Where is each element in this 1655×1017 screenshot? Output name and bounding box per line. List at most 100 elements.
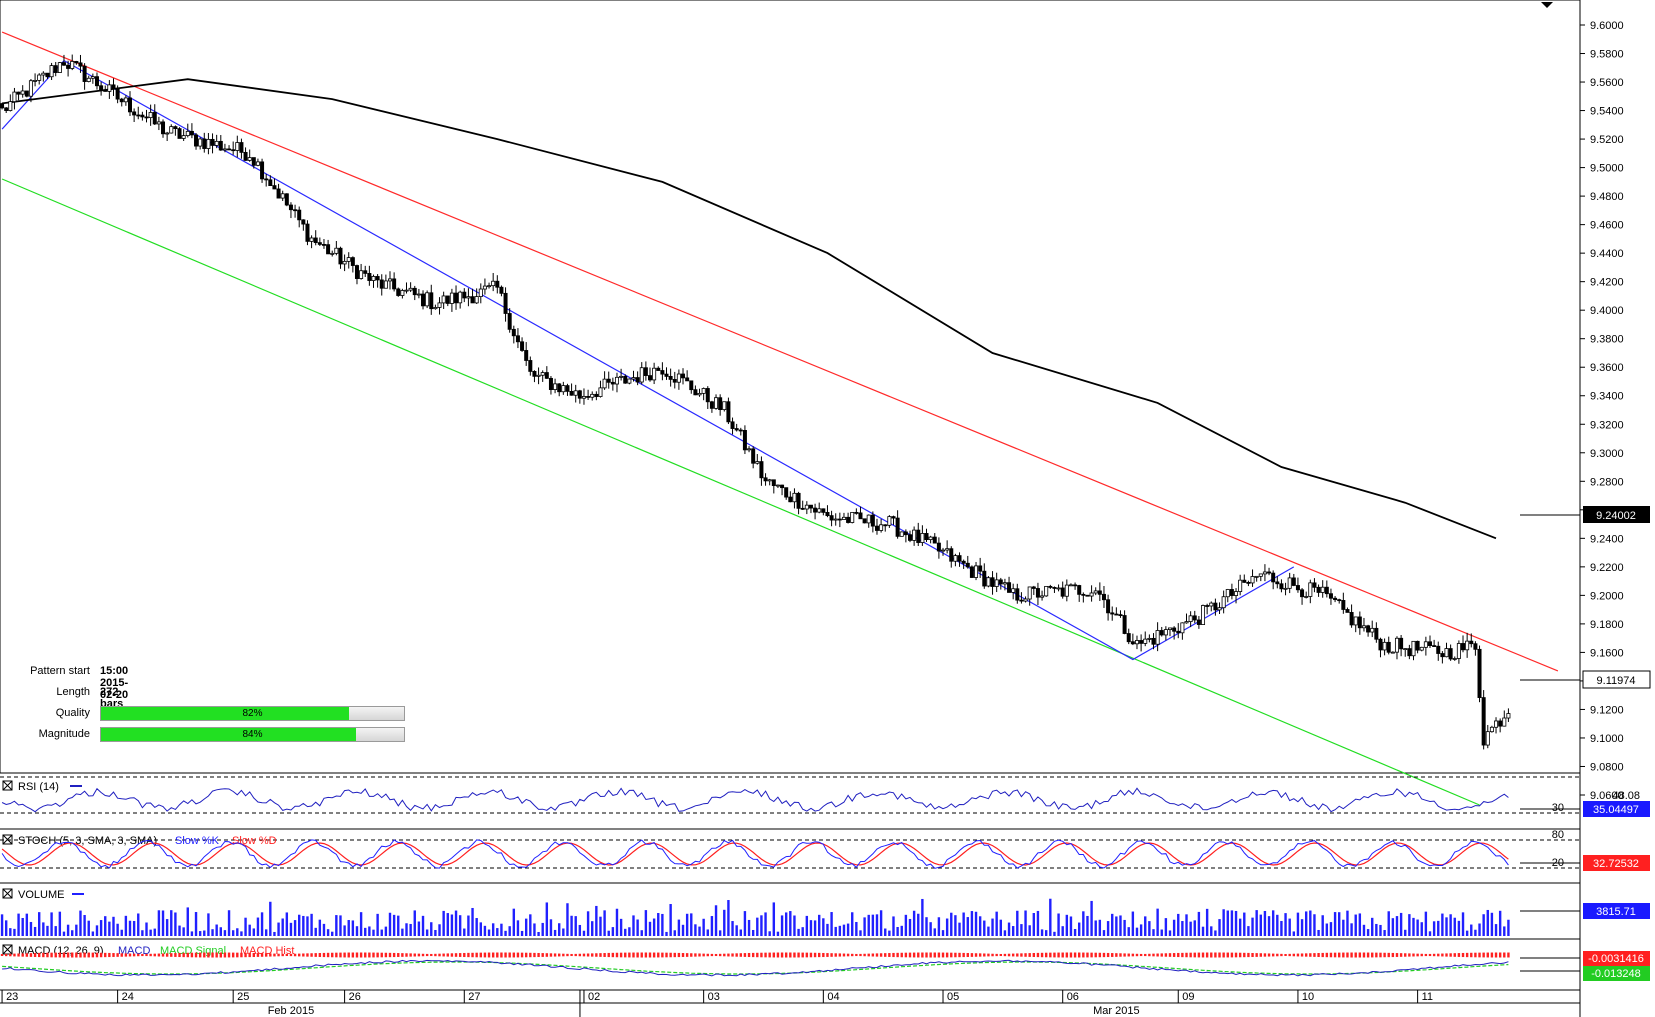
macd-hist-bar: [1412, 953, 1415, 957]
volume-bar: [545, 902, 549, 936]
macd-hist-bar: [1119, 953, 1122, 957]
volume-bar: [1032, 913, 1036, 936]
macd-hist-bar: [62, 952, 66, 958]
volume-bar: [756, 917, 759, 936]
candle-body: [850, 511, 855, 523]
volume-bar: [1040, 929, 1044, 936]
candle-body: [866, 514, 871, 524]
macd-hist-bar: [1329, 952, 1333, 958]
volume-bar: [751, 929, 755, 936]
volume-bar: [607, 930, 610, 936]
macd-hist-bar: [194, 952, 198, 958]
candle-body: [619, 375, 624, 378]
volume-bar: [194, 912, 198, 936]
volume-bar: [1325, 923, 1329, 936]
macd-hist-bar: [1243, 952, 1246, 958]
volume-bar: [1007, 922, 1011, 936]
stoch-legend-d: Slow %D: [232, 835, 277, 847]
volume-bar: [929, 922, 932, 936]
macd-hist-bar: [879, 953, 883, 957]
macd-hist-bar: [9, 953, 12, 957]
candle-body: [1056, 587, 1061, 590]
volume-bar: [685, 913, 689, 936]
candle-body: [730, 421, 735, 429]
candle-body: [965, 562, 970, 568]
pattern-length-label: Length: [56, 686, 90, 698]
candle-body: [656, 367, 661, 371]
macd-hist-bar: [756, 952, 759, 958]
macd-hist-bar: [252, 952, 256, 958]
candle-body: [1242, 579, 1247, 583]
candle-body: [639, 367, 644, 383]
macd-hist-bar: [178, 952, 181, 958]
candle-body: [998, 579, 1003, 585]
macd-hist-bar: [1185, 952, 1188, 958]
volume-bar: [66, 924, 70, 936]
candle-body: [1428, 641, 1433, 646]
macd-hist-bar: [1247, 952, 1250, 958]
candle-body: [982, 570, 987, 587]
price-tick-label: 9.1800: [1590, 619, 1624, 631]
volume-bar: [388, 912, 392, 936]
macd-hist-bar: [1280, 953, 1283, 957]
volume-close-icon[interactable]: [2, 888, 13, 899]
macd-hist-bar: [830, 953, 833, 957]
macd-hist-bar: [958, 952, 961, 958]
candle-body: [1370, 627, 1375, 633]
candle-body: [0, 103, 5, 109]
volume-bar: [574, 916, 577, 936]
macd-hist-bar: [359, 952, 363, 958]
rsi-close-icon[interactable]: [2, 780, 13, 791]
macd-hist-bar: [1086, 952, 1089, 958]
candle-body: [672, 378, 677, 383]
candle-body: [643, 367, 648, 376]
macd-hist-bar: [735, 953, 738, 957]
macd-hist-bar: [524, 952, 528, 958]
volume-bar: [524, 918, 528, 936]
volume-bar: [1069, 916, 1073, 936]
macd-hist-bar: [236, 952, 239, 958]
volume-bar: [223, 930, 227, 936]
volume-bar: [599, 916, 602, 936]
macd-hist-bar: [1106, 952, 1110, 958]
candle-body: [1110, 612, 1115, 615]
candle-body: [1044, 585, 1049, 597]
macd-hist-bar: [1313, 953, 1316, 957]
candle-body: [214, 140, 219, 146]
macd-hist-bar: [1404, 953, 1407, 957]
candle-body: [222, 148, 227, 151]
candle-body: [825, 511, 830, 517]
macd-hist-bar: [450, 953, 454, 957]
candle-body: [1052, 587, 1057, 589]
volume-bar: [529, 914, 532, 936]
candle-body: [949, 548, 954, 562]
macd-hist-bar: [141, 953, 144, 957]
macd-hist-bar: [747, 952, 751, 958]
volume-bar: [669, 904, 672, 936]
macd-hist-bar: [1498, 952, 1502, 958]
macd-hist-bar: [1300, 953, 1304, 957]
volume-bar: [1090, 900, 1093, 936]
volume-bar: [1028, 925, 1031, 936]
macd-hist-bar: [859, 953, 862, 957]
scroll-arrow-icon[interactable]: [1541, 2, 1553, 8]
macd-hist-bar: [1445, 953, 1448, 957]
candle-body: [94, 76, 99, 87]
macd-hist-bar: [1049, 952, 1052, 958]
macd-hist-bar: [912, 952, 916, 958]
candle-body: [326, 244, 331, 255]
macd-close-icon[interactable]: [2, 944, 13, 955]
stoch-close-icon[interactable]: [2, 834, 13, 845]
quality-bar: 82%: [100, 706, 405, 721]
candle-body: [425, 292, 430, 307]
candle-body: [763, 477, 768, 482]
macd-hist-bar: [991, 953, 994, 957]
volume-bar: [1139, 924, 1143, 936]
candle-body: [544, 372, 549, 379]
candle-body: [841, 516, 846, 520]
volume-bar: [1486, 909, 1489, 936]
candle-body: [140, 114, 145, 118]
candle-body: [363, 270, 368, 274]
macd-hist-bar: [933, 952, 936, 958]
macd-hist-bar: [1139, 953, 1143, 957]
